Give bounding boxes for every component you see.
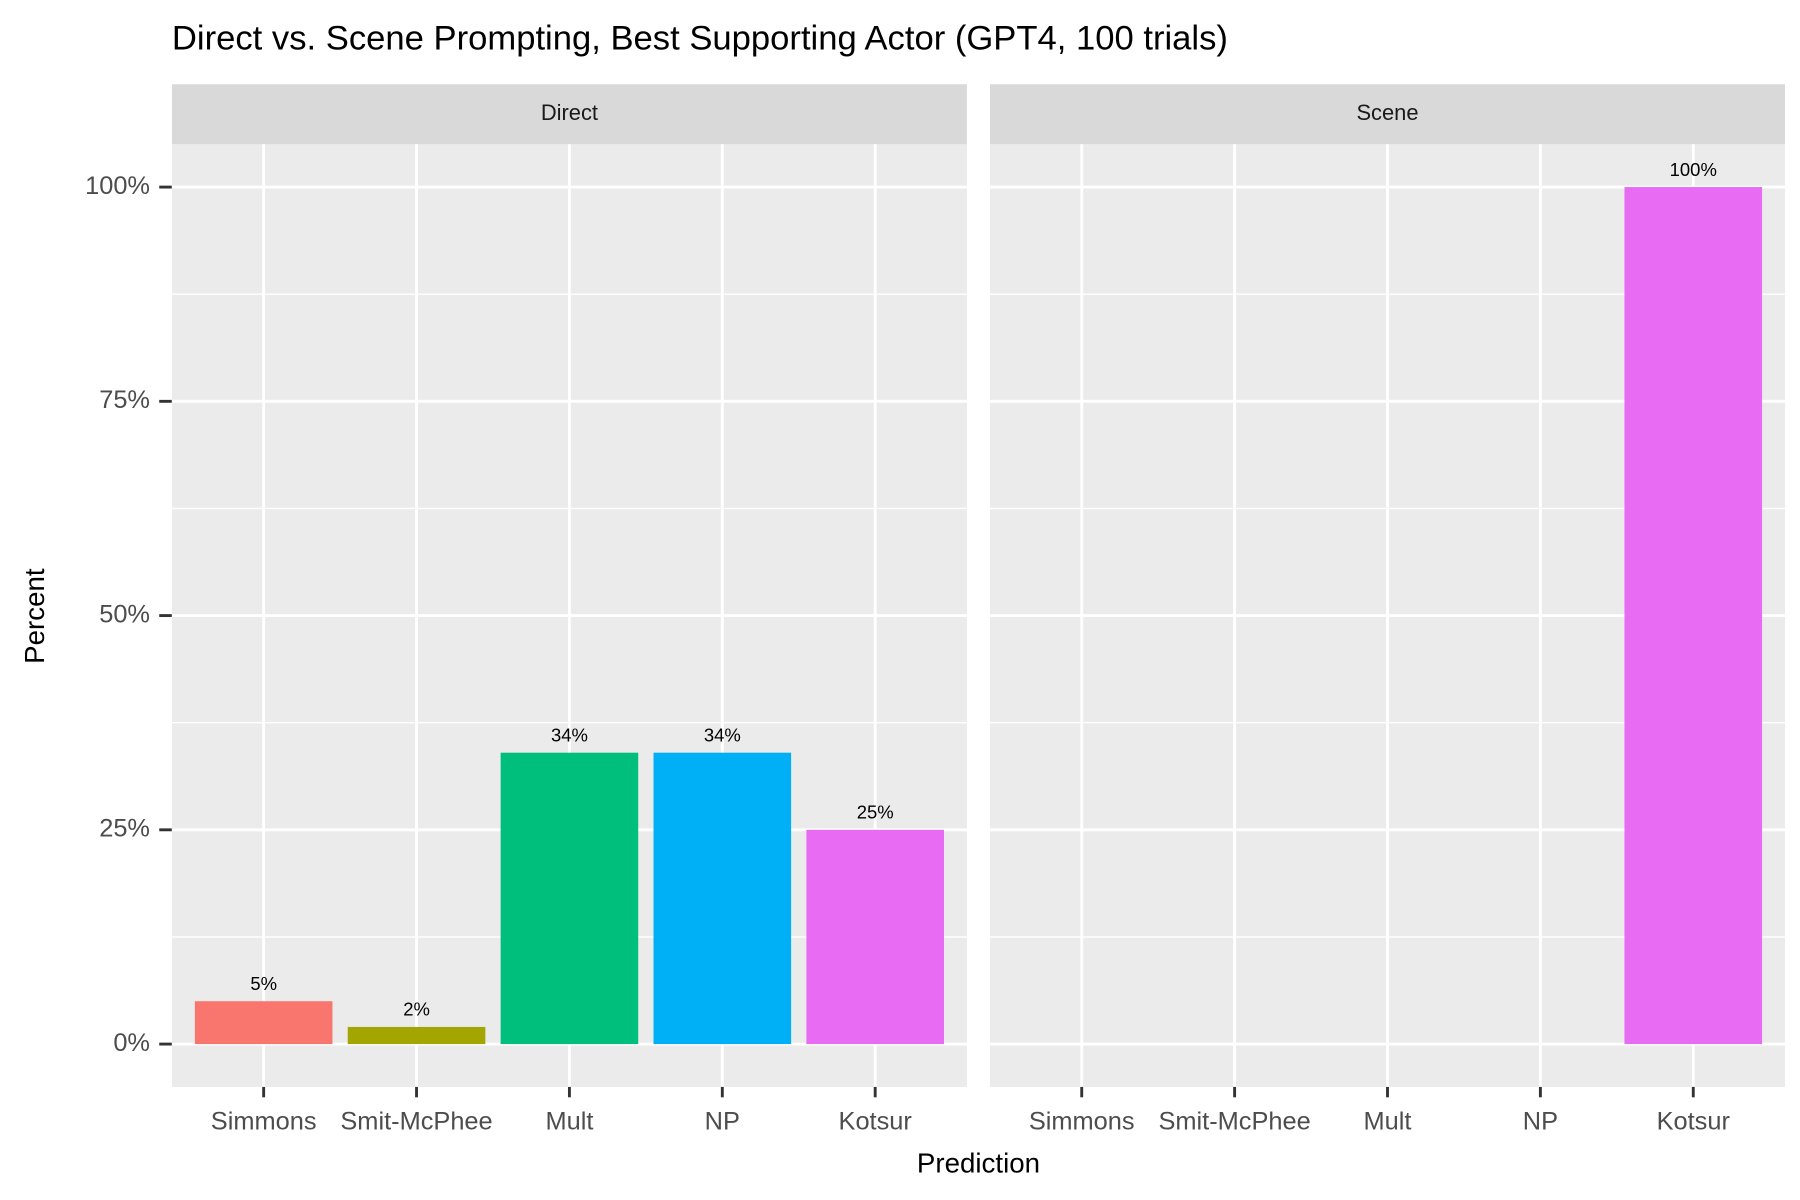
x-axis-label: Prediction [917, 1148, 1040, 1179]
bar [653, 752, 792, 1045]
x-tick-label: Simmons [1029, 1107, 1135, 1135]
x-tick-label: NP [705, 1107, 740, 1135]
y-tick-label: 100% [85, 172, 150, 200]
x-tick-label: Kotsur [1657, 1107, 1731, 1135]
x-tick-label: Smit-McPhee [1158, 1107, 1310, 1135]
bar [500, 752, 639, 1045]
bar [806, 829, 944, 1045]
bar [347, 1026, 486, 1045]
x-tick-label: NP [1523, 1107, 1558, 1135]
y-tick-label: 75% [99, 386, 150, 414]
value-label: 2% [403, 999, 430, 1020]
x-tick-label: Mult [545, 1107, 593, 1135]
strip-label: Scene [1356, 100, 1418, 125]
strip [990, 84, 1785, 145]
strip [171, 84, 967, 145]
y-tick-label: 25% [99, 815, 150, 843]
value-label: 5% [250, 973, 277, 994]
value-label: 25% [857, 802, 894, 823]
x-tick-label: Mult [1364, 1107, 1412, 1135]
bar [1624, 187, 1763, 1045]
strip-label: Direct [541, 100, 598, 125]
y-tick-label: 50% [99, 600, 150, 628]
chart-title: Direct vs. Scene Prompting, Best Support… [172, 20, 1228, 58]
value-label: 100% [1670, 159, 1717, 180]
value-label: 34% [704, 724, 741, 745]
value-label: 34% [551, 724, 588, 745]
bar [194, 1001, 333, 1045]
x-tick-label: Smit-McPhee [340, 1107, 492, 1135]
x-tick-label: Kotsur [839, 1107, 913, 1135]
x-tick-label: Simmons [211, 1107, 317, 1135]
y-axis-label: Percent [19, 568, 50, 664]
y-tick-label: 0% [113, 1029, 150, 1057]
